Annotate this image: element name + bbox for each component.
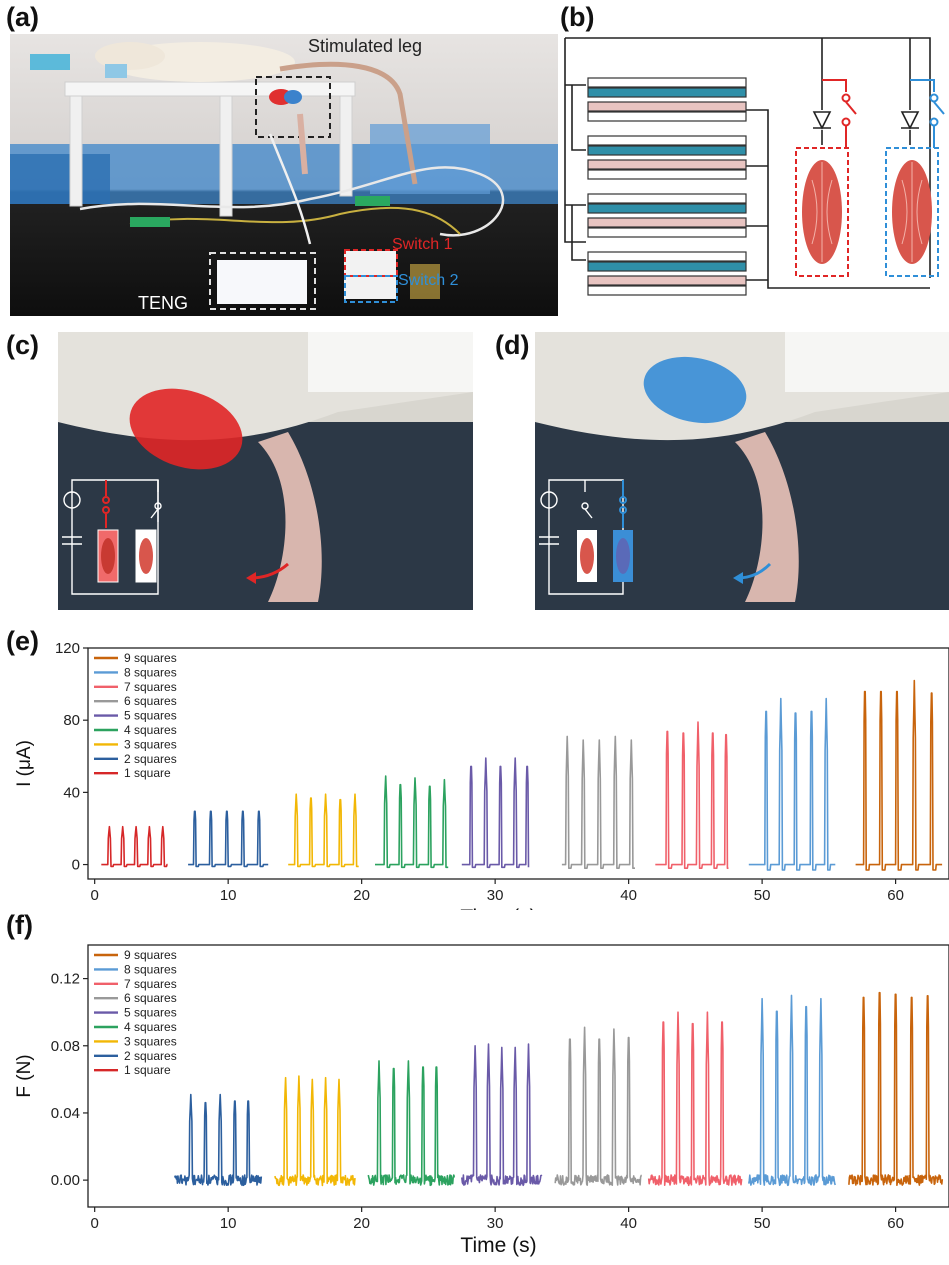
x-tick-label: 40 <box>620 887 637 904</box>
x-tick-label: 0 <box>91 1215 99 1232</box>
series-line-8 <box>748 994 837 1187</box>
teng-units <box>587 77 747 296</box>
legend-label: 9 squares <box>124 948 177 962</box>
switch2-label: Switch 2 <box>398 272 459 289</box>
x-tick-label: 60 <box>887 887 904 904</box>
y-axis-label: F (N) <box>14 1054 35 1097</box>
plot-frame <box>87 944 949 1208</box>
y-tick-label: 80 <box>63 712 80 729</box>
panel-label-c: (c) <box>6 330 39 360</box>
switch1-label: Switch 1 <box>392 236 453 253</box>
legend-label: 3 squares <box>124 1034 177 1048</box>
teng-label: TENG <box>138 293 189 313</box>
legend-label: 4 squares <box>124 1020 177 1034</box>
series-line-1 <box>101 825 168 868</box>
legend-label: 6 squares <box>124 694 177 708</box>
x-tick-label: 20 <box>353 1215 370 1232</box>
series-line-4 <box>367 1060 456 1187</box>
chart-force: 0 10 20 30 40 50 60 0.00 0.04 0.08 0.12 Time (s) F (… <box>14 944 949 1257</box>
x-tick-label: 0 <box>91 887 99 904</box>
legend-label: 2 squares <box>124 752 177 766</box>
plot-frame <box>87 647 949 880</box>
y-axis-label: I (μA) <box>14 740 35 787</box>
x-tick-label: 10 <box>220 887 237 904</box>
panel-label-f: (f) <box>6 910 33 940</box>
x-tick-label: 30 <box>487 887 504 904</box>
chart-current: 0 10 20 30 40 50 60 0 40 80 120 Time (s) I (μA) 9 squ… <box>14 640 949 910</box>
x-tick-label: 40 <box>620 1215 637 1232</box>
y-tick-label: 120 <box>55 640 80 657</box>
legend-label: 4 squares <box>124 723 177 737</box>
series-line-5 <box>461 1043 543 1187</box>
y-tick-label: 0 <box>72 857 80 874</box>
x-tick-label: 10 <box>220 1215 237 1232</box>
x-axis-label: Time (s) <box>460 906 536 910</box>
legend-label: 3 squares <box>124 737 177 751</box>
series-line-7 <box>647 1011 743 1187</box>
y-tick-label: 0.08 <box>51 1038 80 1055</box>
legend-label: 8 squares <box>124 962 177 976</box>
legend-label: 5 squares <box>124 709 177 723</box>
x-tick-label: 20 <box>353 887 370 904</box>
panel-label-a: (a) <box>6 2 39 32</box>
x-axis-label: Time (s) <box>460 1234 536 1257</box>
series-line-3 <box>288 793 359 868</box>
legend-label: 8 squares <box>124 665 177 679</box>
panel-label-e: (e) <box>6 626 39 656</box>
series-line-9 <box>855 679 943 871</box>
legend-label: 7 squares <box>124 977 177 991</box>
series-line-3 <box>274 1075 356 1187</box>
legend-label: 1 square <box>124 766 171 780</box>
x-tick-label: 30 <box>487 1215 504 1232</box>
series-line-6 <box>561 735 636 869</box>
series-line-2 <box>187 810 269 868</box>
panel-label-b: (b) <box>560 2 595 32</box>
legend-label: 6 squares <box>124 991 177 1005</box>
series-line-2 <box>174 1093 263 1187</box>
series-line-8 <box>748 697 836 871</box>
photo-switch1-stimulation <box>58 332 473 610</box>
x-tick-label: 50 <box>754 887 771 904</box>
series-line-7 <box>655 721 729 869</box>
legend-label: 7 squares <box>124 680 177 694</box>
y-tick-label: 40 <box>63 784 80 801</box>
x-tick-label: 50 <box>754 1215 771 1232</box>
circuit-schematic <box>564 37 945 296</box>
legend-label: 2 squares <box>124 1049 177 1063</box>
series-line-5 <box>461 757 530 869</box>
legend-label: 9 squares <box>124 651 177 665</box>
series-line-9 <box>848 991 944 1186</box>
legend-label: 1 square <box>124 1063 171 1077</box>
panel-label-d: (d) <box>495 330 530 360</box>
y-tick-label: 0.04 <box>51 1105 80 1122</box>
photo-experiment-setup <box>10 34 558 316</box>
legend-label: 5 squares <box>124 1006 177 1020</box>
stimulated-leg-label: Stimulated leg <box>308 36 423 56</box>
photo-switch2-stimulation <box>535 332 949 610</box>
y-tick-label: 0.00 <box>51 1172 80 1189</box>
series-line-4 <box>374 775 449 869</box>
x-tick-label: 60 <box>887 1215 904 1232</box>
y-tick-label: 0.12 <box>51 971 80 988</box>
series-line-6 <box>554 1026 642 1186</box>
